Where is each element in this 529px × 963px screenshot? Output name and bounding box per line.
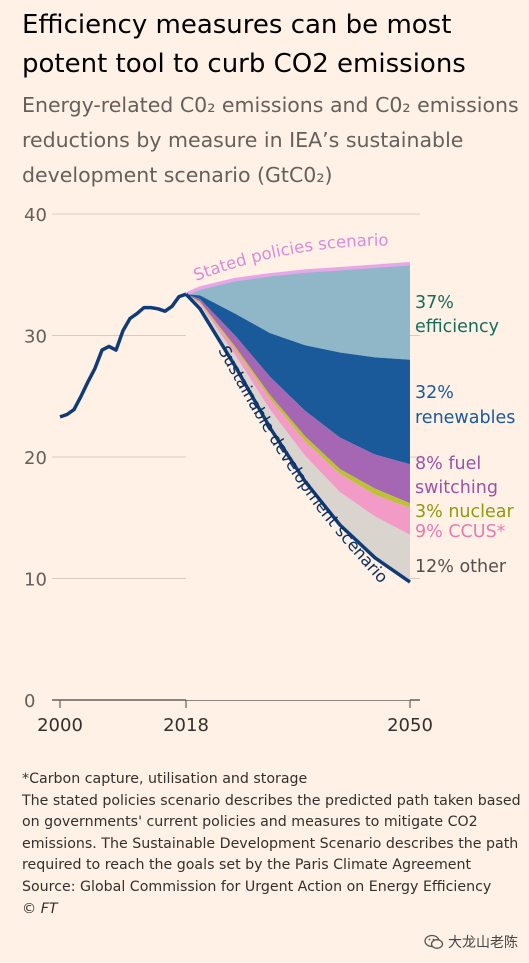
measure-name-efficiency: efficiency <box>415 317 499 337</box>
measure-label-fuel-switching: 8% fuel switching <box>415 454 498 498</box>
measure-label-ccus: 9% CCUS* <box>415 522 506 542</box>
ft-credit: © FT <box>22 900 58 917</box>
area-other <box>186 294 410 583</box>
area-remaining-emissions <box>186 294 410 700</box>
wechat-icon <box>424 934 444 949</box>
x-tick-label-2000: 2000 <box>37 715 83 736</box>
measure-name-renewables: renewables <box>415 408 515 428</box>
chart-title: Efficiency measures can be most potent t… <box>22 10 466 79</box>
chart-subtitle: Energy-related C0₂ emissions and C0₂ emi… <box>22 93 519 187</box>
measure-share-ccus: 9% CCUS* <box>415 522 506 542</box>
x-tick-label-2050: 2050 <box>387 715 433 736</box>
measure-share-renewables: 32% <box>415 383 454 403</box>
y-tick-label-10: 10 <box>24 570 47 591</box>
footnote-ccus: *Carbon capture, utilisation and storage <box>22 771 308 787</box>
sustainable-development-line <box>184 292 411 584</box>
source-note: Source: Global Commission for Urgent Act… <box>22 878 492 895</box>
scenario-description: The stated policies scenario describes t… <box>22 792 521 874</box>
measure-share-efficiency: 37% <box>415 293 454 313</box>
x-tick-label-2018: 2018 <box>163 715 209 736</box>
measure-label-efficiency: 37% efficiency <box>415 293 499 337</box>
measure-share-nuclear: 3% nuclear <box>415 502 514 522</box>
y-tick-label-40: 40 <box>24 205 47 226</box>
measure-label-renewables: 32% renewables <box>415 383 515 428</box>
watermark: 大龙山老陈 <box>424 930 524 954</box>
y-tick-label-0: 0 <box>24 691 35 712</box>
area-efficiency <box>186 263 410 360</box>
area-renewables <box>186 294 410 465</box>
measure-label-other: 12% other <box>415 557 507 577</box>
measure-label-nuclear: 3% nuclear <box>415 502 514 522</box>
measure-share-fuel-switching: 8% fuel <box>415 454 481 474</box>
area-ccus <box>186 294 410 535</box>
y-tick-label-30: 30 <box>24 327 47 348</box>
historical-emissions-line <box>59 292 187 419</box>
chart-notes: *Carbon capture, utilisation and storage… <box>22 769 522 920</box>
watermark-text: 大龙山老陈 <box>448 935 518 951</box>
area-fuel-switching <box>186 294 410 504</box>
stated-policies-line <box>185 262 411 296</box>
measure-share-other: 12% other <box>415 557 507 577</box>
measure-name-fuel-switching: switching <box>415 478 498 498</box>
y-tick-label-20: 20 <box>24 448 47 469</box>
